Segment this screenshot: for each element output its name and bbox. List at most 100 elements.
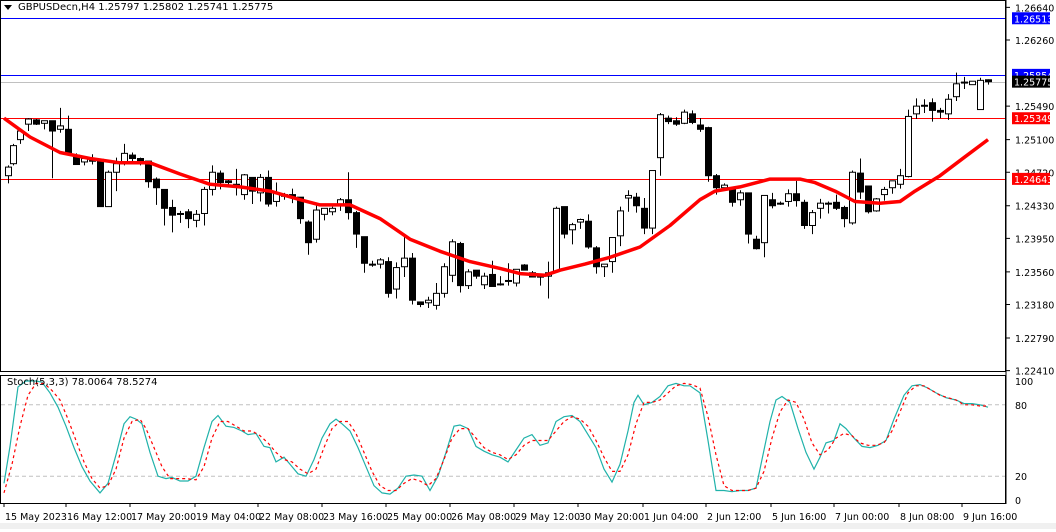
bear-candle [49,120,56,132]
bull-candle [513,268,520,284]
price-tick-label: 1.22790 [1015,334,1054,345]
bull-candle [945,98,952,115]
bull-candle [209,171,216,190]
bear-candle [937,109,944,113]
level-price-tag-text: 1.25349 [1014,114,1053,125]
price-tick-label: 1.24330 [1015,202,1054,213]
bear-candle [217,172,224,184]
bear-candle [833,201,840,209]
level-price-tag [1012,112,1050,125]
bull-candle [393,267,400,290]
bear-candle [713,175,720,189]
bull-candle [625,194,632,199]
bear-candle [841,206,848,220]
bear-candle [353,212,360,235]
bear-candle [409,257,416,301]
bull-candle [5,166,12,177]
time-tick-label: 5 Jun 16:00 [772,512,826,523]
bull-candle [257,176,264,194]
bull-candle [601,263,608,268]
time-tick-label: 23 May 16:00 [323,512,388,523]
bull-candle [177,212,184,215]
bull-candle [329,207,336,213]
bull-candle [977,79,984,111]
bull-candle [193,213,200,221]
bull-candle [41,120,48,124]
bear-candle [753,238,760,250]
bull-candle [313,209,320,240]
bear-candle [641,207,648,229]
bear-candle [417,301,424,306]
bull-candle [441,266,448,294]
bull-candle [617,210,624,237]
price-tick-label: 1.25490 [1015,102,1054,113]
time-tick-label: 2 Jun 12:00 [707,512,761,523]
bull-candle [465,271,472,287]
level-price-tag-text: 1.26513 [1014,14,1053,25]
bear-candle [225,180,232,184]
bull-candle [481,275,488,286]
price-tick-label: 1.23180 [1015,301,1054,312]
bear-candle [489,273,496,287]
bear-candle [865,185,872,213]
bear-candle [97,158,104,208]
stochastic-panel [1,380,1006,495]
stoch-tick-label: 100 [1015,377,1033,388]
bear-candle [593,247,600,268]
bear-candle [697,124,704,130]
bull-candle [105,171,112,208]
bear-candle [153,178,160,189]
time-tick-label: 26 May 08:00 [451,512,516,523]
level-price-tag [1012,12,1050,25]
stoch-main-line [3,380,989,495]
time-tick-label: 7 Jun 00:00 [835,512,889,523]
bull-candle [10,145,17,165]
bear-candle [169,206,176,216]
stoch-tick-label: 0 [1015,496,1021,507]
symbol-ohlc-label: GBPUSDecn,H4 1.25797 1.25802 1.25741 1.2… [18,2,274,13]
bear-candle [361,236,368,264]
time-tick-label: 19 May 04:00 [196,512,261,523]
bull-candle [737,192,744,201]
bear-candle [369,263,376,266]
bear-candle [305,221,312,244]
bull-candle [497,283,504,286]
bull-candle [113,163,120,173]
bull-candle [889,180,896,189]
bull-candle [809,212,816,227]
time-tick-label: 30 May 20:00 [579,512,644,523]
bear-candle [689,113,696,123]
price-tick-label: 1.23560 [1015,268,1054,279]
bull-candle [433,292,440,306]
bull-candle [881,188,888,196]
bull-candle [657,114,664,159]
bull-candle [721,184,728,189]
chart-title: GBPUSDecn,H4 1.25797 1.25802 1.25741 1.2… [4,2,273,13]
bear-candle [705,127,712,177]
time-tick-label: 25 May 00:00 [387,512,452,523]
bear-candle [585,220,592,248]
dropdown-triangle-icon[interactable] [4,4,12,10]
moving-average-line [2,116,990,278]
bull-candle [425,299,432,304]
bull-candle [913,105,920,115]
time-tick-label: 1 Jun 04:00 [644,512,698,523]
price-tick-label: 1.23950 [1015,234,1054,245]
bear-candle [769,199,776,207]
time-tick-label: 17 May 20:00 [131,512,196,523]
bear-candle [985,79,992,83]
bear-candle [561,206,568,235]
bull-candle [825,202,832,205]
status-strip [0,523,1056,529]
price-tick-label: 1.26640 [1015,3,1054,14]
bear-candle [729,188,736,203]
bear-candle [665,117,672,123]
bear-candle [297,196,304,220]
bull-candle [905,115,912,178]
bull-candle [817,202,824,209]
price-panel [1,18,1006,310]
bull-candle [777,202,784,205]
bull-candle [569,224,576,231]
